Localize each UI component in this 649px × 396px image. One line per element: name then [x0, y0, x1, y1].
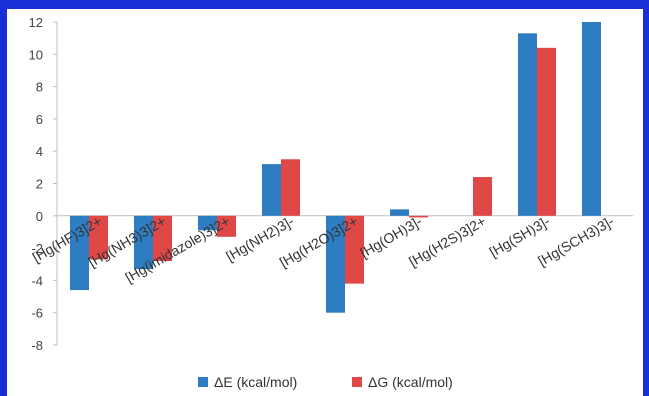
y-tick-label: -2 [31, 241, 43, 256]
y-tick-labels: -8 -6 -4 -2 0 2 4 6 8 10 12 [29, 15, 57, 353]
bar-delta-g [89, 215, 108, 260]
bar-delta-g [409, 215, 428, 218]
legend-swatch [198, 377, 208, 387]
bar-delta-e [390, 209, 409, 216]
bar-delta-e [70, 215, 89, 291]
y-tick-label: 12 [29, 15, 43, 30]
legend-label: ΔG (kcal/mol) [368, 374, 453, 390]
bar-delta-e [134, 215, 153, 270]
y-tick-label: -4 [31, 273, 43, 288]
bar-delta-e [326, 215, 345, 313]
bar-delta-g [345, 215, 364, 284]
legend-swatch [352, 377, 362, 387]
bar-delta-g [153, 215, 172, 262]
legend-label: ΔE (kcal/mol) [214, 374, 297, 390]
bar-delta-g [281, 159, 300, 216]
y-tick-label: -6 [31, 306, 43, 321]
bar-delta-e [518, 33, 537, 216]
y-tick-label: 4 [36, 144, 43, 159]
y-tick-label: 0 [36, 209, 43, 224]
x-tick-labels: [Hg(HF)3]2+[Hg(NH3)3]2+[Hg(imidazole)3]2… [29, 213, 616, 286]
bar-delta-g [473, 177, 492, 216]
y-tick-label: 10 [29, 47, 43, 62]
legend: ΔE (kcal/mol) ΔG (kcal/mol) [198, 374, 453, 390]
y-tick-label: 6 [36, 112, 43, 127]
y-tick-label: 8 [36, 80, 43, 95]
bar-delta-g [217, 215, 236, 237]
bar-delta-e [262, 164, 281, 216]
y-tick-label: -8 [31, 338, 43, 353]
bar-delta-e [582, 22, 601, 216]
bar-delta-e [198, 215, 217, 231]
bars [70, 22, 601, 313]
bar-delta-g [537, 47, 556, 216]
y-tick-label: 2 [36, 177, 43, 192]
